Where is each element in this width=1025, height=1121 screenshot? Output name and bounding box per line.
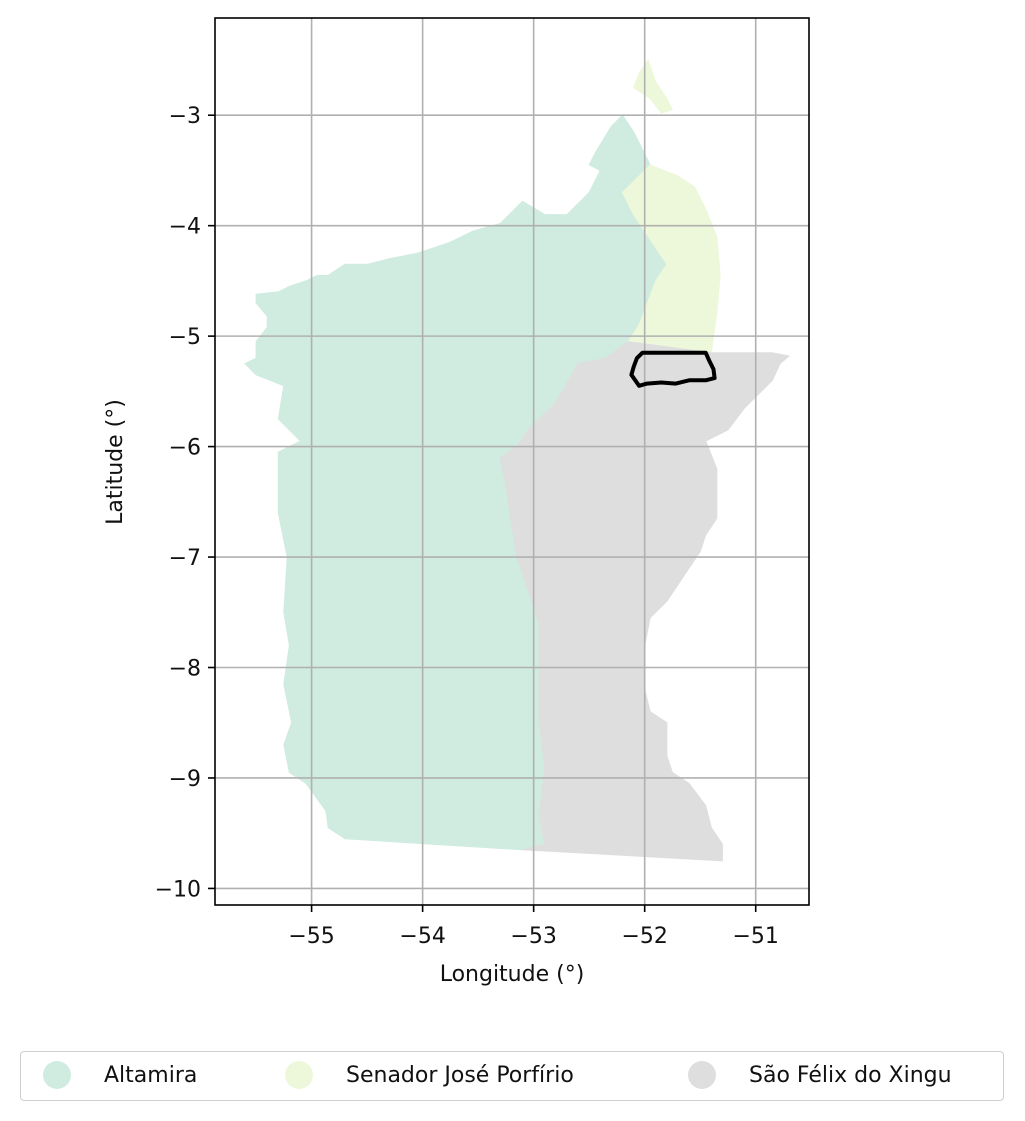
legend: Altamira Senador José Porfírio São Félix… bbox=[20, 1051, 1004, 1101]
region-senador-jose-porfirio bbox=[632, 58, 674, 114]
highlight-boundary bbox=[629, 350, 717, 388]
y-tick-label: −5 bbox=[169, 325, 201, 350]
map-figure: −55 −54 −53 −52 −51 −3 −4 −5 −6 −7 −8 −9 −10 Longit… bbox=[103, 17, 810, 987]
legend-swatch bbox=[285, 1061, 313, 1089]
legend-swatch bbox=[688, 1061, 716, 1089]
y-tick-label: −8 bbox=[169, 657, 201, 682]
x-tick-label: −51 bbox=[732, 924, 778, 949]
y-tick-label: −3 bbox=[169, 104, 201, 129]
x-tick-label: −55 bbox=[288, 924, 334, 949]
legend-label: Senador José Porfírio bbox=[346, 1062, 574, 1088]
regions-layer bbox=[244, 58, 791, 862]
highlight-layer bbox=[629, 350, 717, 388]
x-tick-label: −53 bbox=[510, 924, 556, 949]
x-axis-ticks: −55 −54 −53 −52 −51 bbox=[288, 905, 779, 949]
legend-item-sao-felix-do-xingu: São Félix do Xingu bbox=[688, 1061, 952, 1089]
x-tick-label: −54 bbox=[399, 924, 445, 949]
y-tick-label: −10 bbox=[155, 877, 201, 902]
legend-item-altamira: Altamira bbox=[43, 1061, 197, 1089]
x-axis-label: Longitude (°) bbox=[440, 962, 585, 987]
plot-frame bbox=[214, 17, 810, 906]
legend-label: São Félix do Xingu bbox=[749, 1062, 952, 1088]
y-tick-label: −4 bbox=[169, 215, 201, 240]
y-tick-label: −9 bbox=[169, 767, 201, 792]
x-tick-label: −52 bbox=[621, 924, 667, 949]
legend-item-senador-jose-porfirio: Senador José Porfírio bbox=[285, 1061, 574, 1089]
legend-swatch bbox=[43, 1061, 71, 1089]
y-axis-label: Latitude (°) bbox=[103, 399, 128, 525]
y-axis-ticks: −3 −4 −5 −6 −7 −8 −9 −10 bbox=[155, 104, 215, 902]
grid-lines bbox=[215, 18, 809, 905]
legend-label: Altamira bbox=[104, 1062, 198, 1088]
y-tick-label: −7 bbox=[169, 546, 201, 571]
region-senador-jose-porfirio bbox=[621, 164, 721, 354]
y-tick-label: −6 bbox=[169, 436, 201, 461]
